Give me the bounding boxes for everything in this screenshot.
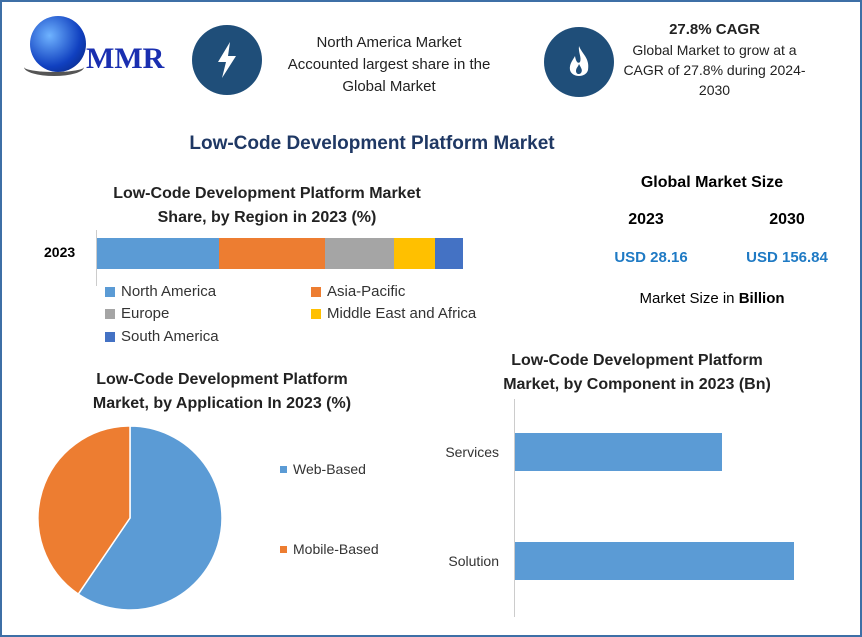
component-axis (514, 399, 515, 617)
value-2023: USD 28.16 (614, 249, 688, 266)
value-2030: USD 156.84 (746, 249, 828, 266)
legend-label: North America (121, 283, 217, 300)
highlight1-line: Global Market (342, 78, 436, 95)
legend-swatch (280, 545, 287, 553)
region-chart-title: Share, by Region in 2023 (%) (157, 209, 377, 226)
cagr-title: 27.8% CAGR (669, 21, 760, 38)
region-segment-europe (325, 238, 394, 269)
year-2023: 2023 (628, 211, 664, 228)
pie-legend-item: Mobile-Based (280, 541, 379, 557)
legend-label: Web-Based (293, 461, 366, 477)
legend-swatch (105, 308, 115, 319)
pie-slice-web-based (77, 425, 223, 611)
legend-label: Europe (121, 305, 170, 322)
region-segment-middle-east-and-africa (393, 238, 436, 269)
component-title: Low-Code Development Platform (511, 352, 763, 369)
region-segment-asia-pacific (218, 238, 325, 269)
region-axis (96, 230, 97, 286)
legend-swatch (105, 331, 115, 342)
component-bar-solution (515, 542, 794, 580)
market-size-title: Global Market Size (640, 174, 784, 191)
legend-label: Mobile-Based (293, 541, 379, 557)
pie-title: Market, by Application In 2023 (%) (92, 395, 352, 412)
legend-swatch (280, 465, 287, 473)
region-legend-item: Europe (105, 305, 169, 322)
region-stacked-bar (97, 238, 463, 269)
component-title: Market, by Component in 2023 (Bn) (503, 376, 771, 393)
region-category-label: 2023 (44, 244, 76, 260)
region-legend-item: Middle East and Africa (311, 305, 476, 322)
market-size-note: Market Size in Billion (639, 290, 785, 307)
application-pie-chart (37, 425, 223, 611)
legend-swatch (105, 286, 115, 297)
pie-legend-item: Web-Based (280, 461, 366, 477)
region-segment-north-america (97, 238, 219, 269)
region-legend-item: North America (105, 283, 216, 300)
legend-swatch (311, 286, 321, 297)
region-legend-item: Asia-Pacific (311, 283, 405, 300)
cagr-line: 2030 (698, 82, 731, 98)
legend-swatch (311, 308, 321, 319)
lightning-icon (192, 25, 262, 95)
region-legend-item: South America (105, 328, 219, 345)
mmr-logo: MMR (24, 14, 174, 84)
pie-title: Low-Code Development Platform (96, 371, 348, 388)
legend-label: Middle East and Africa (327, 305, 477, 322)
highlight1-line: Accounted largest share in the (287, 56, 491, 73)
component-category-label: Solution (448, 553, 499, 569)
region-segment-south-america (435, 238, 463, 269)
cagr-line: Global Market to grow at a (632, 42, 797, 58)
region-chart-title: Low-Code Development Platform Market (113, 185, 421, 202)
component-bar-services (515, 433, 722, 471)
legend-label: Asia-Pacific (327, 283, 406, 300)
cagr-line: CAGR of 27.8% during 2024- (623, 62, 806, 78)
legend-label: South America (121, 328, 219, 345)
component-category-label: Services (445, 444, 499, 460)
pie-slice-mobile-based (37, 425, 131, 596)
highlight1-line: North America Market (316, 34, 462, 51)
year-2030: 2030 (769, 211, 805, 228)
main-title: Low-Code Development Platform Market (189, 133, 555, 154)
flame-icon (544, 27, 614, 97)
